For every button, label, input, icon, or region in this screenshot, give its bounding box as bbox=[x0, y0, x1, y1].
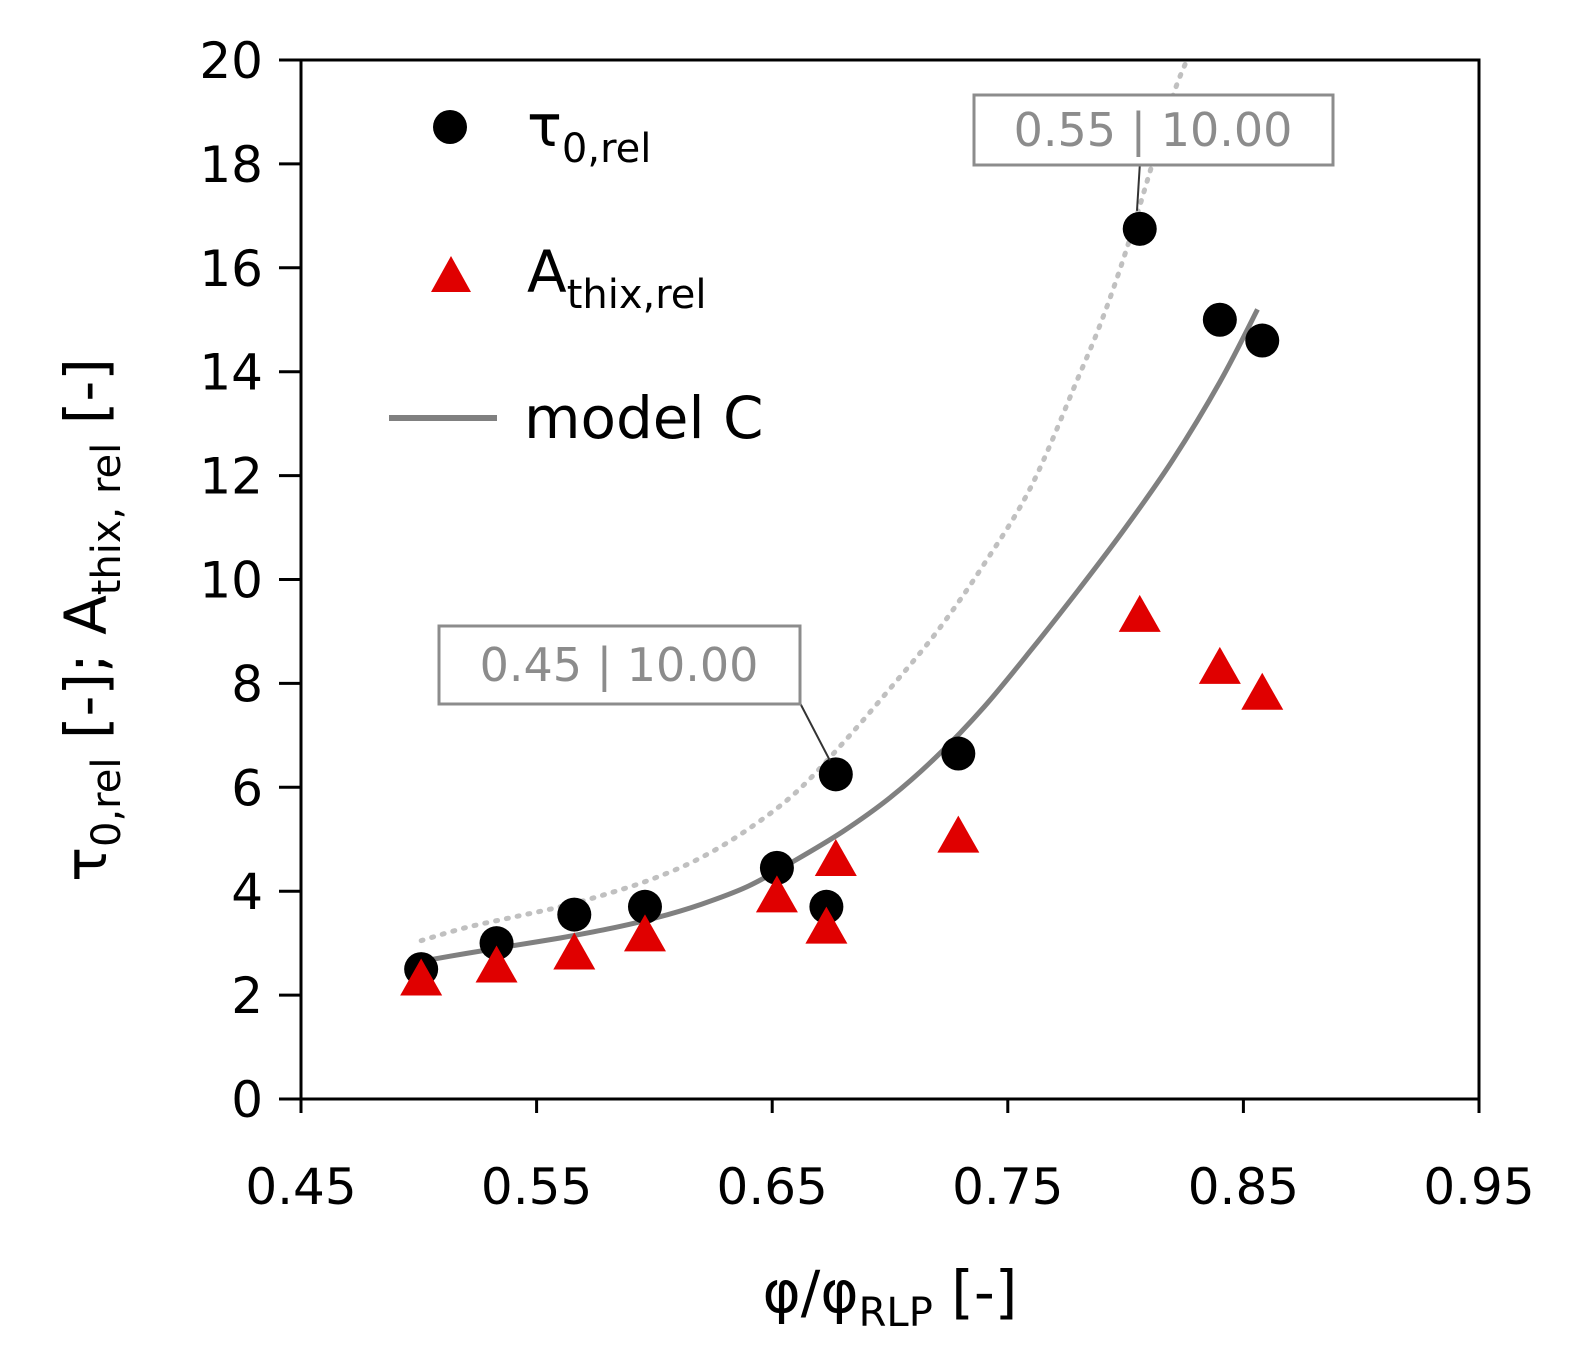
model-dotted-curve bbox=[418, 57, 1190, 944]
y-axis-title-s1: 0,rel bbox=[84, 758, 130, 847]
callout-lower-box bbox=[437, 624, 802, 706]
athix-point bbox=[475, 945, 518, 983]
y-tick-label: 2 bbox=[231, 967, 263, 1025]
curves bbox=[418, 57, 1260, 964]
y-axis-title-p1: τ bbox=[52, 847, 120, 882]
legend-tau-main: τ bbox=[527, 92, 562, 160]
callout-lower: 0.45 | 10.00 bbox=[437, 624, 831, 761]
athix-point bbox=[1198, 646, 1241, 684]
legend-athix-sub: thix,rel bbox=[567, 272, 707, 318]
x-axis-title-sub: RLP bbox=[859, 1290, 933, 1336]
tau-point bbox=[759, 850, 794, 885]
y-tick-label: 14 bbox=[199, 344, 263, 402]
tau-point bbox=[818, 757, 853, 792]
plot-frame bbox=[299, 58, 1481, 1101]
x-axis-title-suffix: [-] bbox=[933, 1258, 1018, 1326]
tau-point bbox=[557, 897, 592, 932]
legend-marker-tau bbox=[433, 110, 467, 144]
legend-tau-sub: 0,rel bbox=[562, 126, 651, 172]
x-tick-label: 0.65 bbox=[717, 1158, 828, 1216]
athix-point bbox=[755, 875, 798, 913]
markers bbox=[400, 211, 1284, 996]
tau-point bbox=[941, 736, 976, 771]
tau-point bbox=[1122, 211, 1157, 246]
callout-upper-leader bbox=[1136, 165, 1141, 211]
plot-area-border bbox=[299, 58, 1481, 1101]
callout-upper-text: 0.55 | 10.00 bbox=[1014, 103, 1293, 158]
tau-point bbox=[1245, 323, 1280, 358]
y-tick-label: 0 bbox=[231, 1071, 263, 1129]
y-tick-label: 20 bbox=[199, 32, 263, 90]
y-tick-label: 16 bbox=[199, 240, 263, 298]
x-axis-title-main: φ/φ bbox=[763, 1258, 859, 1326]
athix-point bbox=[814, 839, 857, 877]
athix-point bbox=[937, 815, 980, 853]
legend-label-model: model C bbox=[524, 384, 764, 452]
legend-label-athix: Athix,rel bbox=[527, 238, 707, 318]
callout-lower-leader bbox=[799, 702, 831, 761]
x-tick-label: 0.45 bbox=[245, 1158, 356, 1216]
tau-point bbox=[627, 889, 662, 924]
y-tick-label: 8 bbox=[231, 655, 263, 713]
model-c-curve bbox=[420, 308, 1260, 964]
athix-point bbox=[553, 932, 596, 970]
tau-point bbox=[1202, 302, 1237, 337]
athix-point bbox=[1241, 672, 1284, 710]
callout-upper: 0.55 | 10.00 bbox=[972, 93, 1335, 211]
callout-upper-box bbox=[972, 93, 1335, 167]
legend-label-tau: τ0,rel bbox=[527, 92, 651, 172]
y-tick-label: 6 bbox=[231, 759, 263, 817]
callout-lower-text: 0.45 | 10.00 bbox=[480, 638, 759, 693]
y-axis-title-p3: [-] bbox=[52, 358, 120, 443]
y-axis-title-s2: thix, rel bbox=[84, 443, 130, 596]
x-tick-label: 0.95 bbox=[1423, 1158, 1534, 1216]
y-axis: 0 2 4 6 8 10 12 14 16 18 20 bbox=[199, 32, 301, 1129]
legend-marker-athix bbox=[431, 256, 471, 292]
athix-point bbox=[1118, 594, 1161, 632]
athix-point bbox=[400, 958, 443, 996]
x-tick-label: 0.75 bbox=[952, 1158, 1063, 1216]
y-axis-title: τ0,rel [-]; Athix, rel [-] bbox=[52, 358, 130, 882]
y-tick-label: 4 bbox=[231, 863, 263, 921]
y-tick-label: 12 bbox=[199, 448, 263, 506]
legend: τ0,rel Athix,rel model C bbox=[389, 92, 764, 452]
athix-point bbox=[805, 906, 848, 944]
x-axis-title: φ/φRLP [-] bbox=[763, 1258, 1018, 1336]
x-tick-label: 0.85 bbox=[1188, 1158, 1299, 1216]
athix-point bbox=[623, 914, 666, 952]
tau-point bbox=[479, 926, 514, 961]
x-axis: 0.45 0.55 0.65 0.75 0.85 0.95 bbox=[245, 1099, 1535, 1216]
y-tick-label: 18 bbox=[199, 136, 263, 194]
x-tick-label: 0.55 bbox=[481, 1158, 592, 1216]
legend-athix-main: A bbox=[527, 238, 567, 306]
y-tick-label: 10 bbox=[199, 552, 263, 610]
y-axis-title-p2: [-]; A bbox=[52, 595, 120, 758]
